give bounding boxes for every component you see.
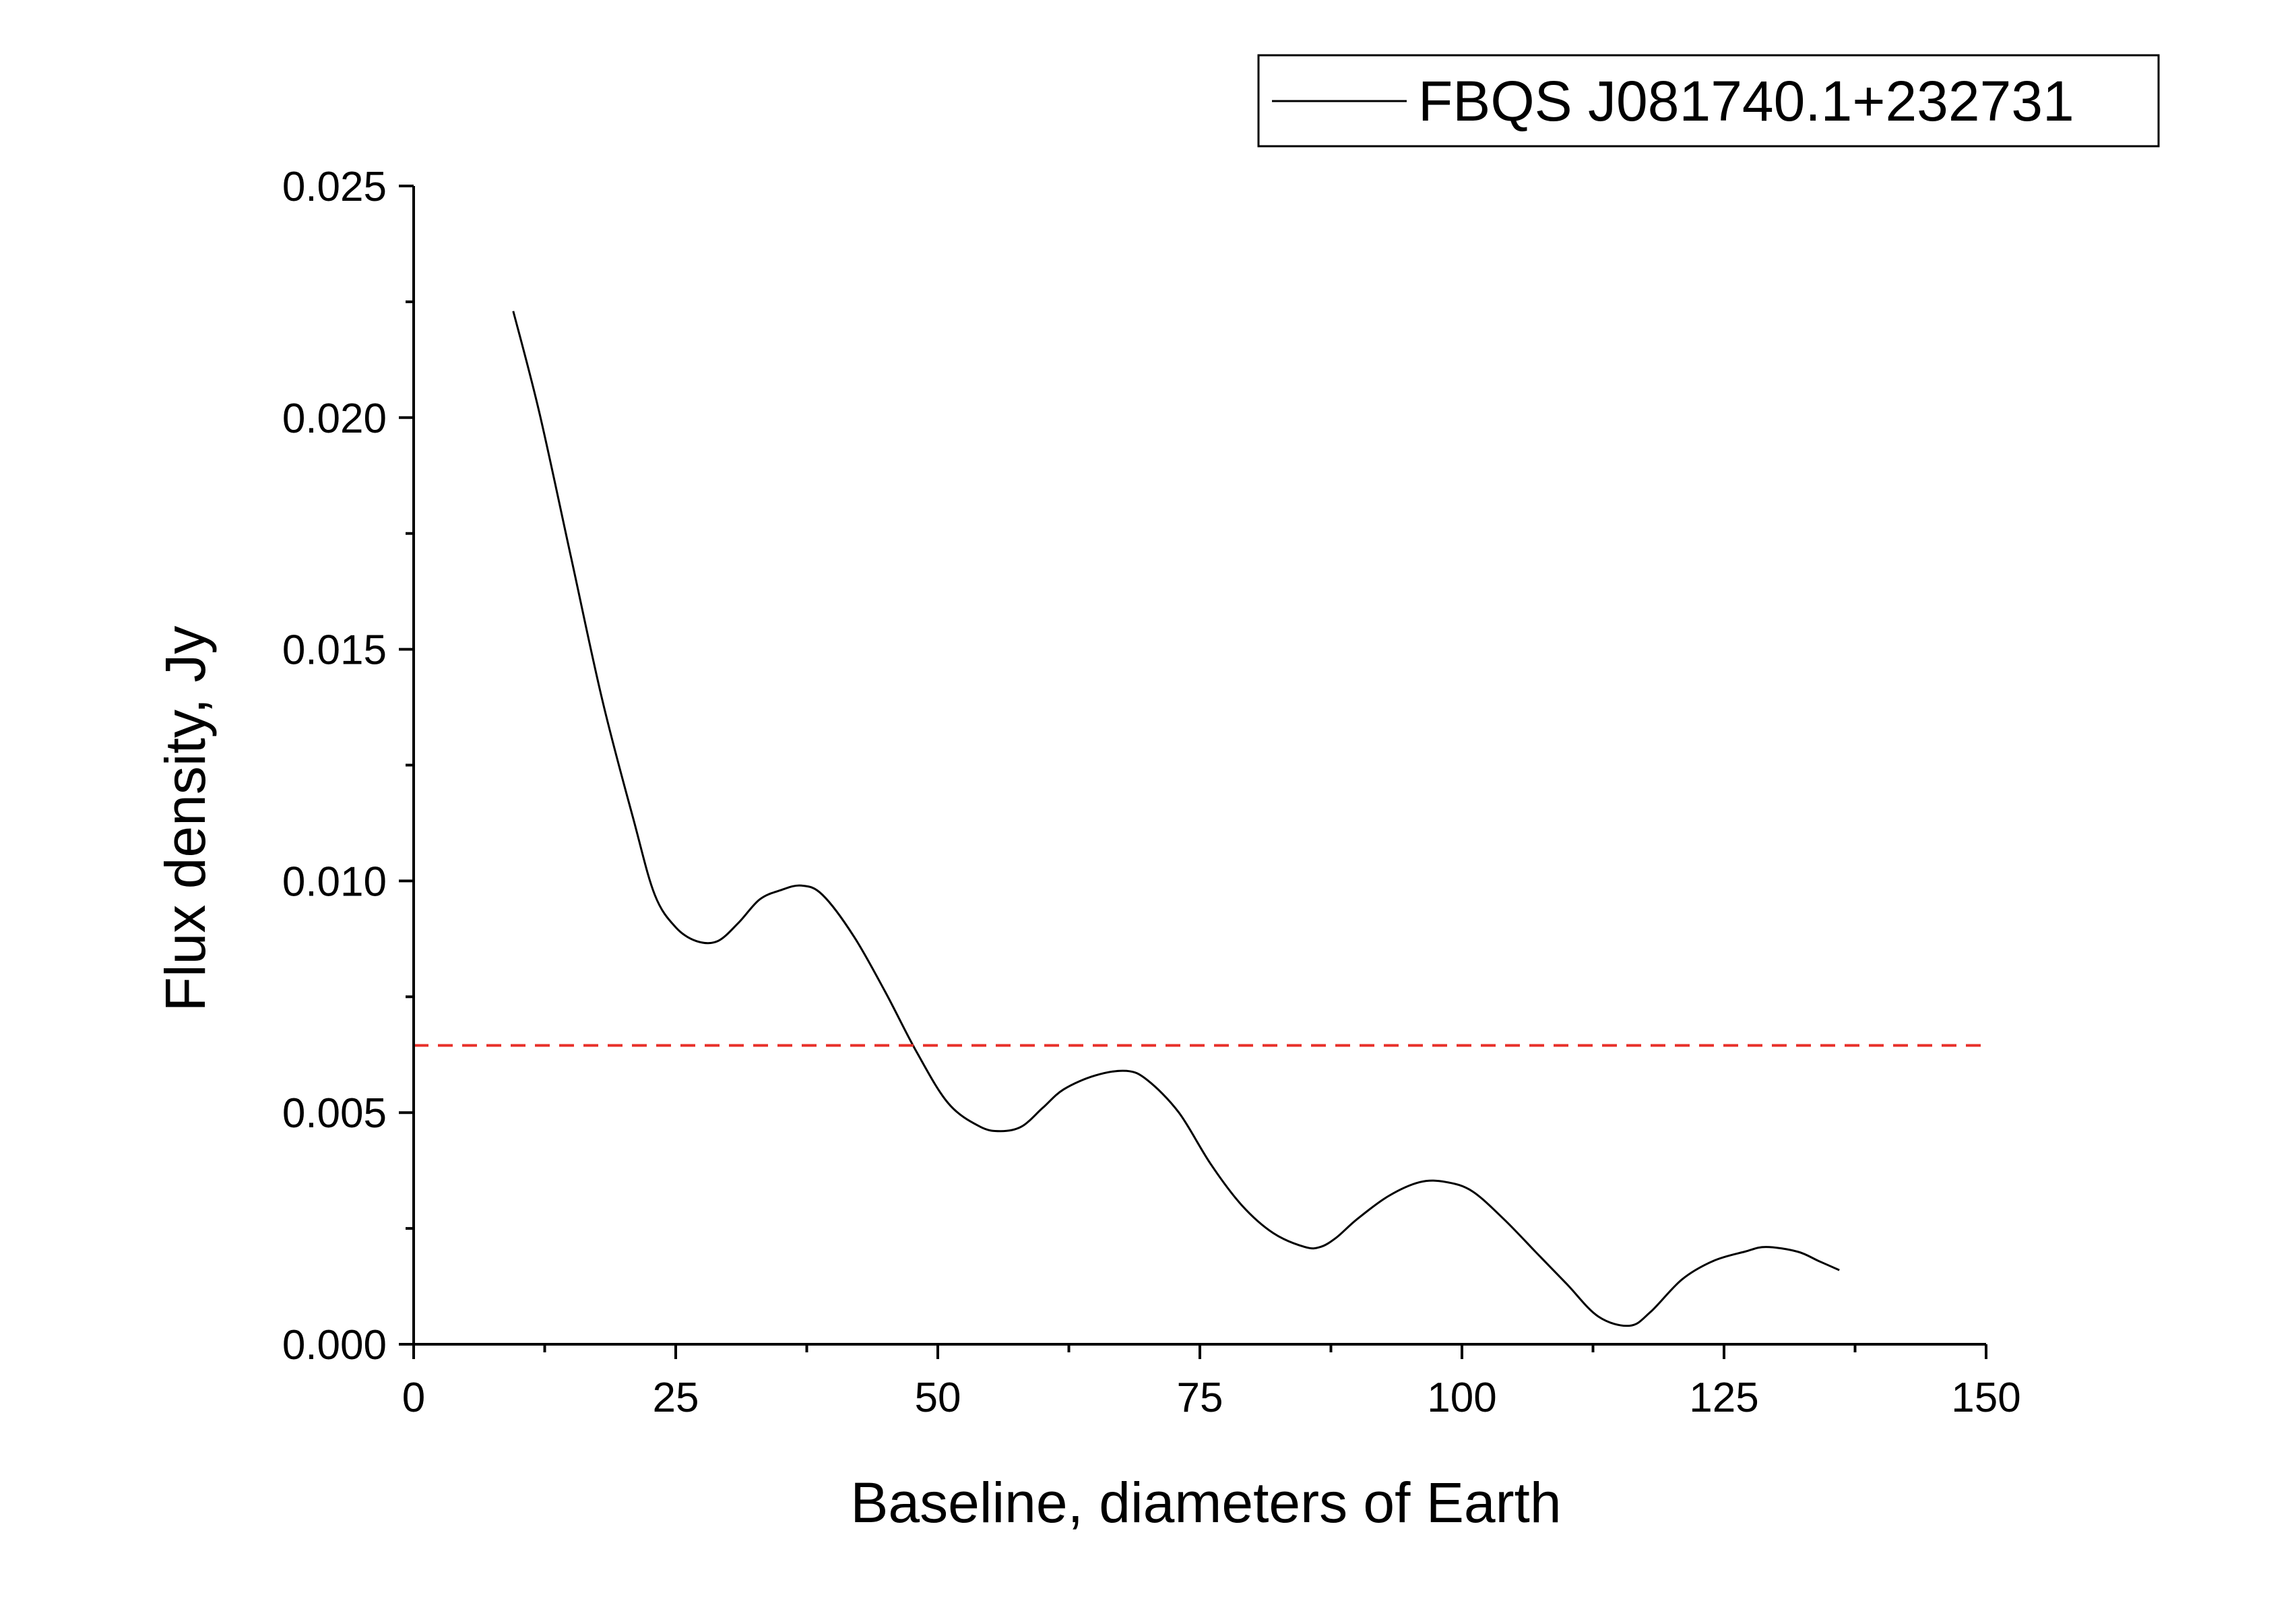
y-tick-label: 0.015 [282,627,387,674]
y-tick-label: 0.005 [282,1090,387,1137]
y-tick-label: 0.020 [282,396,387,442]
x-tick-label: 150 [1951,1375,2020,1421]
y-axis: 0.000 0.005 0.010 0.015 0.020 0.025 [282,164,415,1369]
x-tick-label: 50 [915,1375,961,1421]
y-tick-label: 0.000 [282,1322,387,1369]
series-line-flux [512,311,1840,1327]
x-tick-label: 100 [1427,1375,1496,1421]
x-tick-label: 0 [402,1375,425,1421]
x-tick-label: 125 [1689,1375,1758,1421]
x-axis: 0 25 50 75 100 125 150 [402,1343,2021,1421]
y-axis-title: Flux density, Jy [154,626,217,1012]
x-tick-label: 25 [653,1375,699,1421]
legend-label: FBQS J081740.1+232731 [1418,69,2074,133]
x-axis-title: Baseline, diameters of Earth [850,1471,1561,1534]
y-tick-label: 0.010 [282,858,387,905]
plot-area [414,311,1986,1327]
legend: FBQS J081740.1+232731 [1257,54,2160,148]
x-tick-label: 75 [1177,1375,1223,1421]
legend-box [1257,54,2160,148]
y-tick-label: 0.025 [282,164,387,210]
